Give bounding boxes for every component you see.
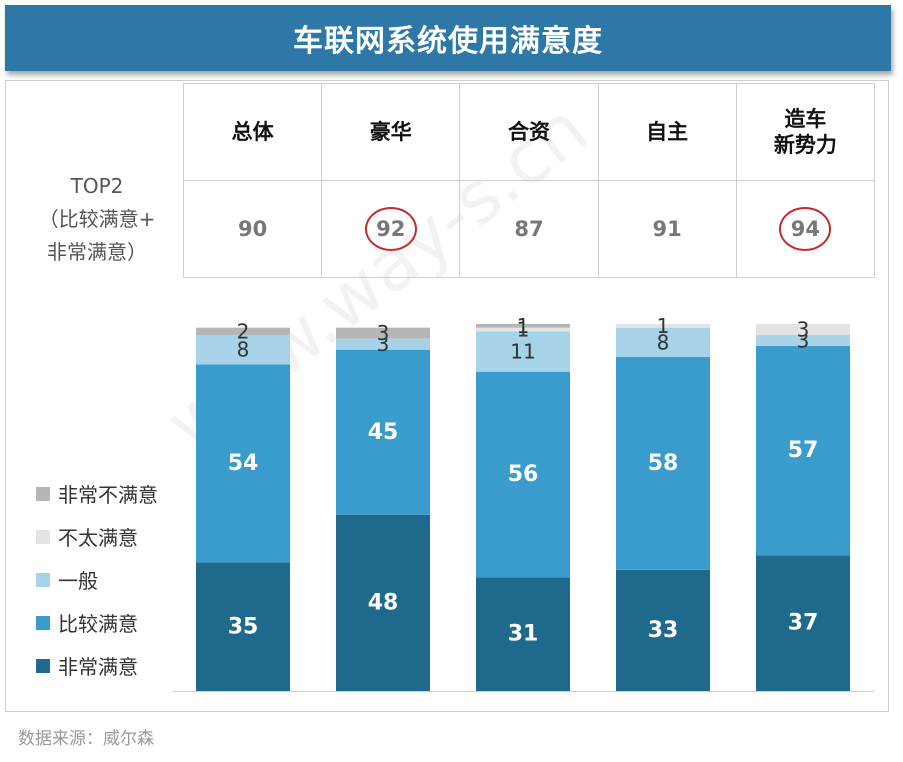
title-banner: 车联网系统使用满意度: [5, 5, 891, 71]
bar-segment-very-satisfied: [616, 569, 710, 691]
bar-segment-very-satisfied: [476, 577, 570, 691]
group-header-new-forces: 造车 新势力: [735, 83, 876, 181]
bar-value-label: 35: [228, 614, 259, 639]
bar-segment-dissatisfied: [756, 324, 850, 336]
legend-swatch: [36, 529, 50, 544]
top2-value-domestic: 91: [597, 180, 737, 278]
data-source: 数据来源：威尔森: [18, 729, 154, 749]
bar-value-label: 3: [797, 318, 810, 342]
bar-segment-dissatisfied: [476, 327, 570, 332]
bar-value-label: 31: [508, 622, 539, 647]
bar-value-label: 37: [788, 611, 819, 636]
bar-segment-neutral: [756, 335, 850, 347]
bar-value-label: 1: [517, 314, 530, 338]
top2-value-overall: 90: [182, 180, 323, 278]
bar-value-label: 11: [510, 340, 535, 364]
bar-segment-satisfied: [756, 346, 850, 556]
top2-table: 总体 豪华 合资 自主 造车 新势力 90 92 87 91 94: [182, 83, 876, 278]
bar-segment-very-satisfied: [196, 562, 290, 691]
bar-segment-neutral: [336, 338, 430, 350]
legend-swatch: [36, 658, 50, 673]
bar-value-label: 8: [237, 338, 250, 362]
bar-value-label: 58: [648, 451, 679, 476]
legend-item-satisfied: 比较满意: [36, 601, 158, 644]
bar-segment-very-dissatisfied: [196, 327, 290, 336]
top2-value-jv: 87: [459, 180, 599, 278]
legend-item-very-dissatisfied: 非常不满意: [36, 472, 158, 515]
group-header-overall: 总体: [182, 83, 323, 181]
bar-segment-very-satisfied: [756, 555, 850, 691]
bar-value-label: 8: [657, 330, 670, 354]
bar-segment-neutral: [196, 335, 290, 365]
bar-segment-satisfied: [476, 371, 570, 578]
legend-swatch: [36, 486, 50, 501]
bar-value-label: 54: [228, 451, 259, 476]
top2-value-new-forces: 94: [735, 180, 876, 278]
bar-value-label: 1: [657, 314, 670, 338]
legend: 非常不满意 不太满意 一般 比较满意 非常满意: [36, 472, 158, 687]
bar-segment-neutral: [616, 327, 710, 358]
top2-row-label: TOP2 （比较满意+ 非常满意）: [38, 174, 156, 264]
bar-segment-very-satisfied: [336, 514, 430, 691]
bar-value-label: 45: [368, 420, 399, 445]
top2-value-luxury: 92: [321, 180, 461, 278]
bar-value-label: 1: [517, 318, 530, 342]
legend-swatch: [36, 572, 50, 587]
bar-value-label: 48: [368, 590, 399, 615]
group-header-jv: 合资: [459, 83, 599, 181]
bar-segment-neutral: [476, 331, 570, 372]
bar-value-label: 33: [648, 618, 679, 643]
chart-frame: [5, 80, 889, 712]
legend-swatch: [36, 615, 50, 630]
bar-value-label: 2: [237, 319, 250, 343]
bar-segment-satisfied: [336, 349, 430, 515]
legend-item-dissatisfied: 不太满意: [36, 515, 158, 558]
legend-item-neutral: 一般: [36, 558, 158, 601]
table-header-row: 总体 豪华 合资 自主 造车 新势力: [182, 83, 876, 181]
bar-segment-satisfied: [196, 364, 290, 563]
bar-value-label: 57: [788, 438, 819, 463]
table-value-row: 90 92 87 91 94: [182, 180, 876, 278]
bar-segment-very-dissatisfied: [476, 324, 570, 328]
bar-value-label: 3: [377, 321, 390, 345]
bar-segment-very-dissatisfied: [336, 327, 430, 339]
legend-item-very-satisfied: 非常满意: [36, 644, 158, 687]
bar-segment-satisfied: [616, 357, 710, 570]
bar-value-label: 56: [508, 462, 539, 487]
bar-segment-dissatisfied: [616, 324, 710, 328]
chart-title: 车联网系统使用满意度: [293, 24, 603, 59]
